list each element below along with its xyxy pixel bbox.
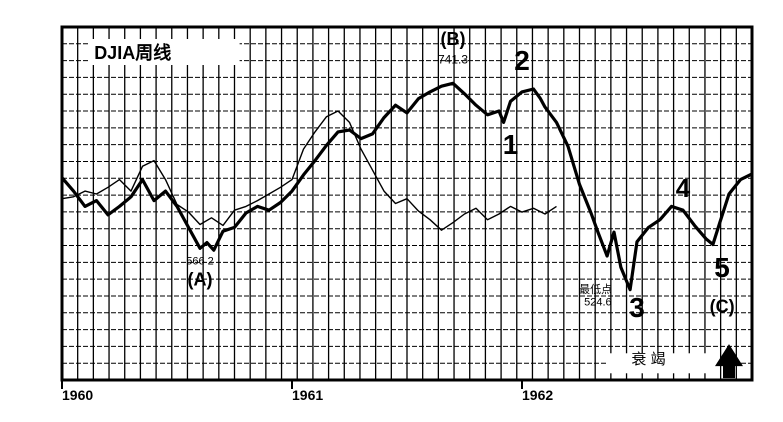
annotation-label: 741.3 <box>438 52 468 66</box>
series-line-2 <box>61 110 557 231</box>
annotation-label: 2 <box>514 45 530 76</box>
annotation-label: 4 <box>676 173 691 203</box>
annotation-label: (B) <box>441 29 466 49</box>
annotation-label: 3 <box>629 292 645 323</box>
title-box <box>89 39 240 65</box>
x-tick-label: 1960 <box>62 387 93 403</box>
annotation-label: (C) <box>710 296 735 316</box>
chart-title: DJIA周线 <box>94 42 171 63</box>
series-line-1 <box>60 81 753 292</box>
annotation-label: 1 <box>503 129 519 160</box>
annotation-label: 5 <box>714 252 730 283</box>
bottom-label-box <box>607 353 718 374</box>
annotation-label: 最低点 <box>579 283 612 296</box>
x-tick-label: 1962 <box>522 387 553 403</box>
annotation-label: 524.6 <box>584 297 612 309</box>
annotation-label: 衰 竭 <box>631 351 665 368</box>
x-tick-label: 1961 <box>292 387 323 403</box>
annotation-label: 566 2 <box>186 256 214 268</box>
annotation-label: (A) <box>188 270 213 290</box>
up-arrow-icon <box>715 344 743 379</box>
